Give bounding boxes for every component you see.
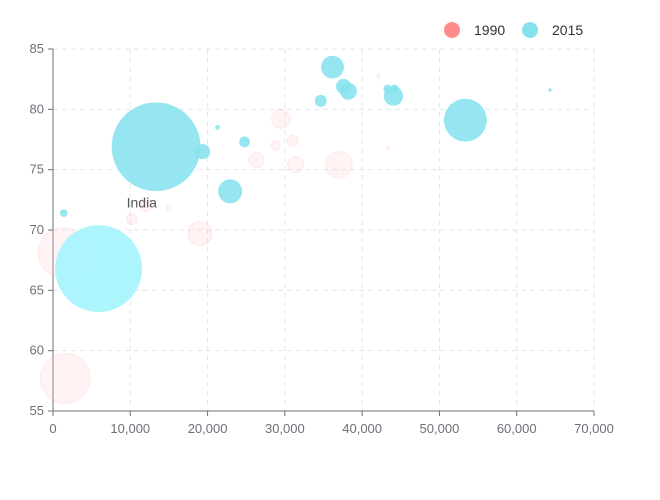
legend-label: 2015 xyxy=(552,22,583,38)
bubble-2015-8 xyxy=(335,78,352,94)
x-tick-label: 30,000 xyxy=(265,421,305,436)
bubble-1990-2 xyxy=(187,221,213,247)
y-tick-label: 55 xyxy=(30,403,44,418)
x-tick-label: 60,000 xyxy=(497,421,537,436)
y-tick-label: 85 xyxy=(30,41,44,56)
bubble-1990-9 xyxy=(286,134,299,147)
axes: 0 10,000 20,000 30,000 40,000 50,000 60,000 70,… xyxy=(30,41,614,436)
bubble-1990-10 xyxy=(270,140,281,151)
bubble-1990-5 xyxy=(287,156,305,174)
bubble-1990-6 xyxy=(248,151,265,169)
x-tick-label: 10,000 xyxy=(110,421,150,436)
bubble-2015-12 xyxy=(390,84,399,93)
grid-lines xyxy=(53,48,595,411)
legend-item-1990[interactable]: 1990 xyxy=(444,22,505,38)
bubble-2015-1 xyxy=(55,225,143,313)
legend-marker-icon xyxy=(522,22,538,38)
bubble-2015-11 xyxy=(383,84,392,93)
legend[interactable]: 1990 2015 xyxy=(444,22,583,38)
bubble-2015-7 xyxy=(195,143,211,160)
bubbles xyxy=(37,55,552,404)
legend-item-2015[interactable]: 2015 xyxy=(522,22,583,38)
legend-label: 1990 xyxy=(474,22,505,38)
bubble-2015-2 xyxy=(443,98,487,142)
bubble-1990-11 xyxy=(385,145,390,151)
bubble-1990-3 xyxy=(325,151,353,179)
bubble-label: India xyxy=(127,195,158,211)
y-tick-label: 65 xyxy=(30,282,44,297)
bubble-1990-0 xyxy=(39,353,91,404)
legend-marker-icon xyxy=(444,22,460,38)
bubble-1990-7 xyxy=(138,197,153,212)
bubble-2015-14 xyxy=(215,125,220,130)
bubble-2015-4 xyxy=(321,55,344,79)
x-tick-label: 0 xyxy=(49,421,56,436)
bubble-2015-15 xyxy=(548,88,552,92)
series-2015 xyxy=(55,55,552,313)
bubble-2015-0 xyxy=(111,102,201,192)
x-tick-label: 20,000 xyxy=(188,421,228,436)
x-tick-label: 70,000 xyxy=(574,421,614,436)
annotations: India xyxy=(127,195,158,211)
bubble-2015-9 xyxy=(314,94,327,107)
y-tick-label: 80 xyxy=(30,101,44,116)
x-tick-label: 50,000 xyxy=(420,421,460,436)
y-tick-label: 60 xyxy=(30,343,44,358)
bubble-1990-4 xyxy=(271,109,291,129)
bubble-1990-12 xyxy=(376,73,381,78)
y-tick-label: 75 xyxy=(30,162,44,177)
bubble-2015-13 xyxy=(59,209,68,217)
y-tick-label: 70 xyxy=(30,222,44,237)
x-tick-label: 40,000 xyxy=(342,421,382,436)
bubble-2015-3 xyxy=(218,179,243,204)
bubble-1990-13 xyxy=(165,205,173,212)
bubble-1990-8 xyxy=(125,213,138,226)
bubble-2015-10 xyxy=(239,136,250,148)
